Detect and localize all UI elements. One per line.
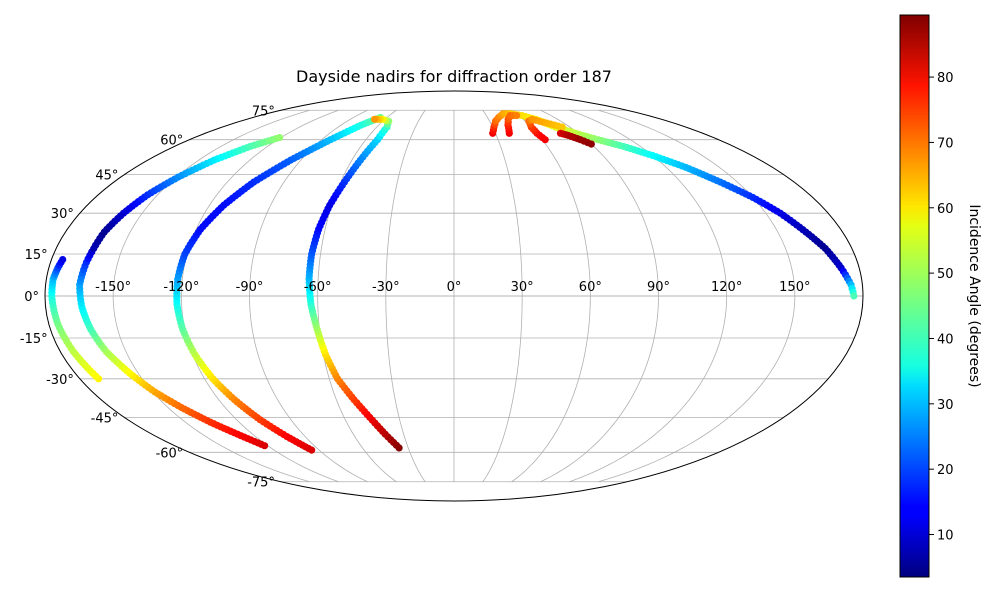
data-point bbox=[850, 292, 858, 300]
lon-gridline bbox=[598, 109, 796, 483]
lon-tick-label: 120° bbox=[711, 280, 742, 295]
lon-tick-label: -30° bbox=[372, 280, 400, 295]
data-points bbox=[48, 110, 858, 454]
colorbar-tick-label: 70 bbox=[937, 136, 954, 151]
data-point bbox=[370, 115, 379, 123]
data-point bbox=[59, 255, 67, 264]
data-point bbox=[587, 140, 595, 148]
colorbar: 10 20 30 40 50 60 70 80 Incidence Angle (degree… bbox=[899, 14, 982, 578]
lon-gridline bbox=[249, 109, 368, 483]
lon-gridline bbox=[112, 109, 310, 483]
longitude-gridlines bbox=[112, 109, 796, 483]
lon-gridline bbox=[540, 109, 659, 483]
lon-gridline bbox=[482, 110, 523, 482]
colorbar-tick-label: 30 bbox=[937, 398, 954, 413]
lon-tick-label: 30° bbox=[511, 280, 534, 295]
lon-gridline bbox=[569, 109, 728, 483]
lat-tick-label: -15° bbox=[20, 332, 48, 347]
chart-title: Dayside nadirs for diffraction order 187 bbox=[296, 67, 612, 86]
lat-tick-label: 30° bbox=[51, 207, 74, 222]
colorbar-tick-label: 10 bbox=[937, 529, 954, 544]
latitude-tick-labels: -75° -60° -45° -30° -15° 0° 15° 30° 45° 60° 75° bbox=[20, 104, 275, 490]
lat-tick-label: 15° bbox=[25, 248, 48, 263]
lon-gridline bbox=[511, 109, 591, 483]
lat-tick-label: -75° bbox=[247, 476, 275, 491]
lon-tick-label: 0° bbox=[447, 280, 462, 295]
colorbar-tick-label: 40 bbox=[937, 332, 954, 347]
colorbar-tick-label: 80 bbox=[937, 71, 954, 86]
lat-tick-label: -60° bbox=[156, 446, 184, 461]
data-point bbox=[512, 111, 521, 120]
lon-tick-label: 90° bbox=[647, 280, 670, 295]
colorbar-ticks: 10 20 30 40 50 60 70 80 bbox=[929, 71, 954, 544]
colorbar-gradient bbox=[899, 14, 930, 578]
colorbar-label: Incidence Angle (degrees) bbox=[966, 204, 982, 387]
lat-tick-label: -45° bbox=[91, 411, 119, 426]
lon-tick-label: -60° bbox=[304, 280, 332, 295]
lon-tick-label: -120° bbox=[163, 280, 199, 295]
lat-tick-label: 45° bbox=[95, 169, 118, 184]
colorbar-tick-label: 20 bbox=[937, 463, 954, 478]
lon-tick-label: -150° bbox=[95, 280, 131, 295]
lon-tick-label: 60° bbox=[579, 280, 602, 295]
lat-tick-label: 75° bbox=[252, 104, 275, 119]
longitude-tick-labels: -150° -120° -90° -60° -30° 0° 30° 60° 90° 120° 150… bbox=[95, 280, 810, 295]
graticule bbox=[45, 109, 863, 483]
colorbar-tick-label: 60 bbox=[937, 202, 954, 217]
lon-gridline bbox=[317, 109, 397, 483]
lon-gridline bbox=[385, 110, 426, 482]
lat-tick-label: 60° bbox=[160, 134, 183, 149]
data-point bbox=[558, 123, 566, 131]
lat-tick-label: 0° bbox=[24, 290, 39, 305]
lon-tick-label: 150° bbox=[779, 280, 810, 295]
lon-tick-label: -90° bbox=[236, 280, 264, 295]
map-boundary bbox=[44, 90, 864, 502]
lon-gridline bbox=[180, 109, 339, 483]
data-point bbox=[275, 133, 284, 142]
colorbar-tick-label: 50 bbox=[937, 267, 954, 282]
lat-tick-label: -30° bbox=[46, 373, 74, 388]
